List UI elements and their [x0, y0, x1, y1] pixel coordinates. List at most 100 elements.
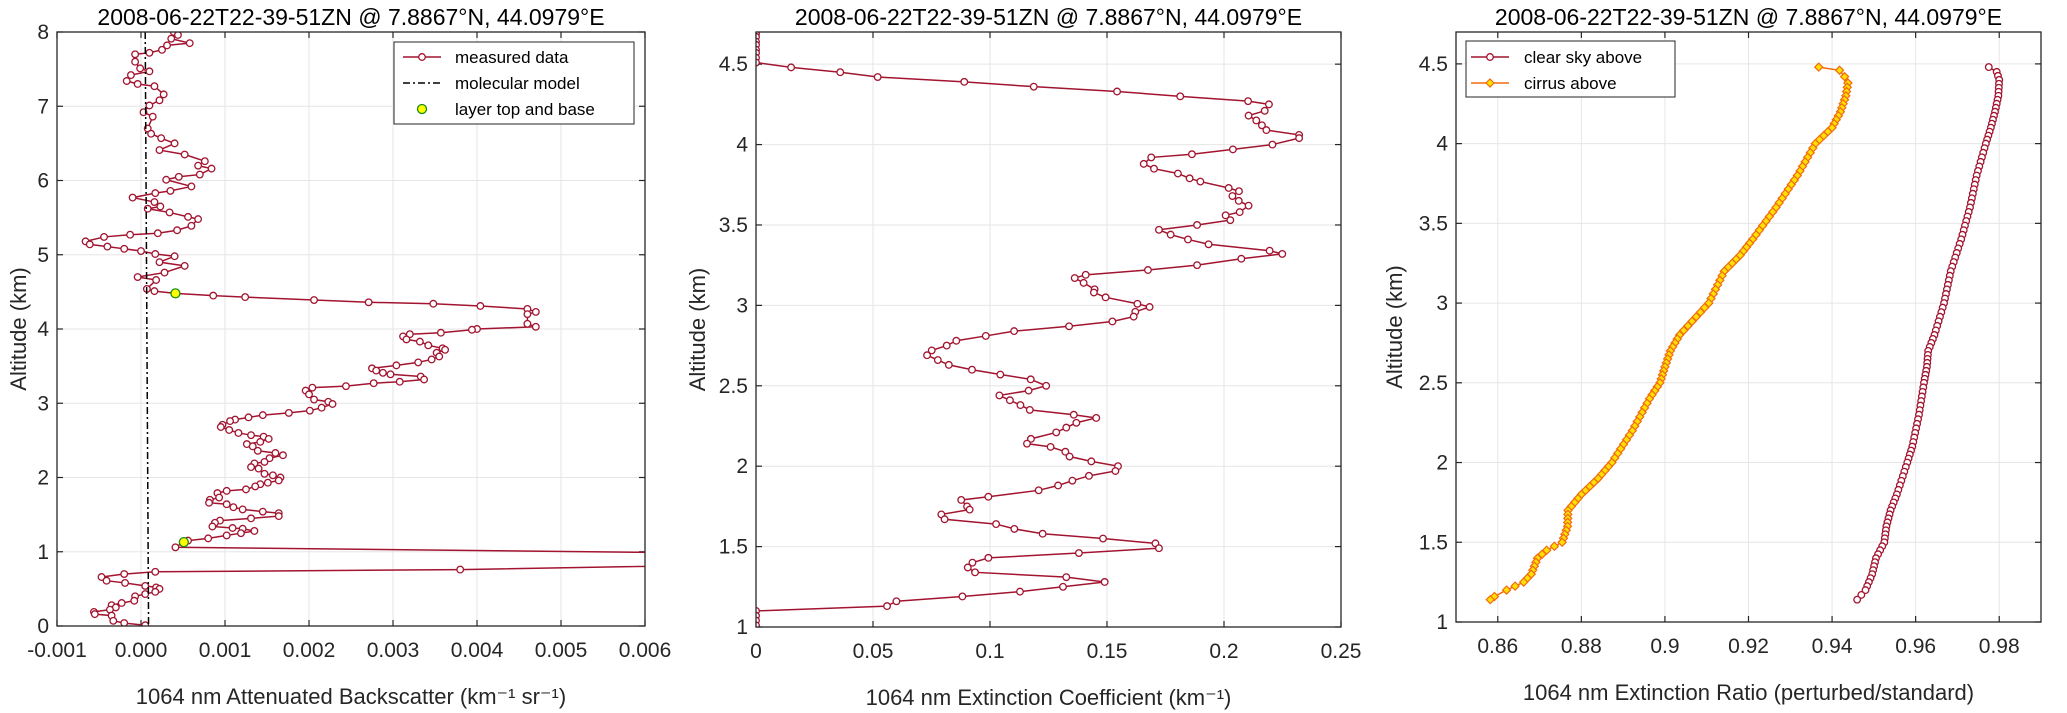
- y-tick-label: 4: [736, 134, 748, 157]
- y-tick-label: 5: [37, 244, 49, 267]
- measured-data-marker: [420, 375, 429, 384]
- measured-data-marker: [386, 370, 395, 379]
- extinction-marker: [1081, 270, 1090, 279]
- extinction-marker: [1052, 428, 1061, 437]
- measured-data-marker: [441, 345, 450, 354]
- x-tick-label: 0.25: [1321, 640, 1362, 663]
- plot-background: [756, 32, 1341, 627]
- x-tick-label: 0.003: [367, 639, 420, 662]
- extinction-marker: [1025, 405, 1034, 414]
- measured-data-marker: [265, 454, 274, 463]
- measured-data-marker: [141, 590, 150, 599]
- measured-data-marker: [187, 182, 196, 191]
- measured-data-marker: [180, 150, 189, 159]
- measured-data-marker: [234, 429, 243, 437]
- measured-data-marker: [305, 390, 313, 399]
- measured-data-marker: [133, 80, 142, 88]
- measured-data-marker: [225, 426, 234, 434]
- extinction-marker: [1005, 396, 1014, 405]
- extinction-marker: [1087, 457, 1096, 466]
- measured-data-marker: [194, 161, 203, 170]
- legend-label: measured data: [455, 48, 569, 67]
- cirrus-above-marker: [1501, 585, 1512, 595]
- chart-title: 2008-06-22T22-39-51ZN @ 7.8867°N, 44.097…: [97, 4, 604, 30]
- cirrus-above-marker: [1839, 71, 1850, 82]
- extinction-marker: [1176, 92, 1185, 101]
- measured-data-marker: [174, 172, 183, 181]
- cirrus-above-marker: [1557, 537, 1567, 548]
- y-tick-label: 1: [37, 541, 49, 564]
- x-axis-label: 1064 nm Attenuated Backscatter (km⁻¹ sr⁻…: [136, 684, 566, 709]
- measured-data-marker: [392, 361, 401, 370]
- measured-data-marker: [150, 198, 159, 206]
- y-axis-label: Altitude (km): [6, 267, 31, 390]
- x-tick-label: 0: [750, 640, 762, 663]
- extinction-marker: [1235, 187, 1243, 196]
- measured-data-marker: [109, 616, 118, 625]
- measured-data-marker: [120, 619, 129, 626]
- extinction-marker: [968, 365, 976, 374]
- x-tick-label: 0.004: [451, 639, 504, 662]
- extinction-marker: [1065, 322, 1074, 331]
- extinction-marker: [1264, 100, 1273, 109]
- extinction-marker: [1042, 381, 1051, 390]
- x-tick-label: 0.86: [1477, 635, 1518, 658]
- extinction-marker: [965, 505, 974, 514]
- measured-data-marker: [160, 268, 169, 277]
- y-tick-label: 3: [1436, 292, 1448, 315]
- measured-data-marker: [228, 524, 237, 532]
- measured-data-marker: [187, 221, 196, 230]
- measured-data-marker: [238, 505, 247, 514]
- measured-data-marker: [159, 90, 168, 99]
- measured-data-marker: [523, 319, 532, 328]
- extinction-marker: [1016, 587, 1024, 596]
- y-tick-label: 2.5: [1419, 372, 1448, 395]
- extinction-marker: [981, 331, 990, 340]
- extinction-marker: [1193, 221, 1202, 229]
- measured-data-marker: [237, 529, 245, 538]
- measured-data-marker: [174, 32, 182, 39]
- measured-data-marker: [268, 471, 277, 480]
- measured-data-marker: [415, 337, 424, 346]
- measured-data-line: [83, 32, 645, 626]
- measured-data-marker: [523, 310, 532, 319]
- extinction-marker: [1257, 121, 1266, 130]
- measured-data-marker: [427, 355, 436, 364]
- y-tick-label: 2.5: [719, 375, 748, 398]
- legend-marker: [1485, 78, 1495, 88]
- measured-data-marker: [97, 573, 106, 581]
- extinction-marker: [1268, 140, 1277, 149]
- extinction-marker: [1092, 413, 1101, 422]
- extinction-marker: [1221, 211, 1230, 220]
- y-tick-label: 0: [37, 615, 49, 638]
- extinction-marker: [1054, 481, 1063, 490]
- measured-data-marker: [195, 170, 204, 179]
- extinction-marker: [992, 520, 1001, 529]
- extinction-marker: [1185, 174, 1194, 183]
- extinction-marker: [1173, 169, 1182, 178]
- extinction-coefficient-panel: 0 0.05 0.1 0.15 0.2 0.25 1 1.5 2 2.5 3 3.5 4 4.5 2008-…: [685, 4, 1361, 710]
- extinction-marker: [1108, 317, 1117, 326]
- measured-data-marker: [167, 34, 176, 43]
- extinction-marker: [1038, 529, 1047, 538]
- measured-data-marker: [85, 240, 94, 249]
- measured-data-marker: [207, 164, 216, 173]
- extinction-marker: [1184, 235, 1192, 244]
- measured-data-marker: [126, 230, 135, 239]
- measured-data-marker: [247, 514, 255, 523]
- extinction-marker: [1085, 471, 1093, 480]
- legend-box: [1465, 40, 1676, 98]
- measured-data-marker: [260, 469, 269, 478]
- measured-data-marker: [247, 431, 255, 440]
- extinction-marker: [1100, 578, 1109, 586]
- x-tick-label: 0.96: [1895, 635, 1936, 658]
- measured-data-marker: [145, 101, 154, 110]
- measured-data-marker: [145, 67, 154, 76]
- extinction-marker: [892, 597, 901, 606]
- measured-data-marker: [205, 498, 213, 507]
- measured-data-marker: [173, 226, 182, 235]
- clear-sky-above-marker: [1857, 590, 1866, 599]
- measured-data-marker: [150, 287, 159, 296]
- measured-data-marker: [150, 82, 159, 91]
- extinction-marker: [1089, 288, 1098, 297]
